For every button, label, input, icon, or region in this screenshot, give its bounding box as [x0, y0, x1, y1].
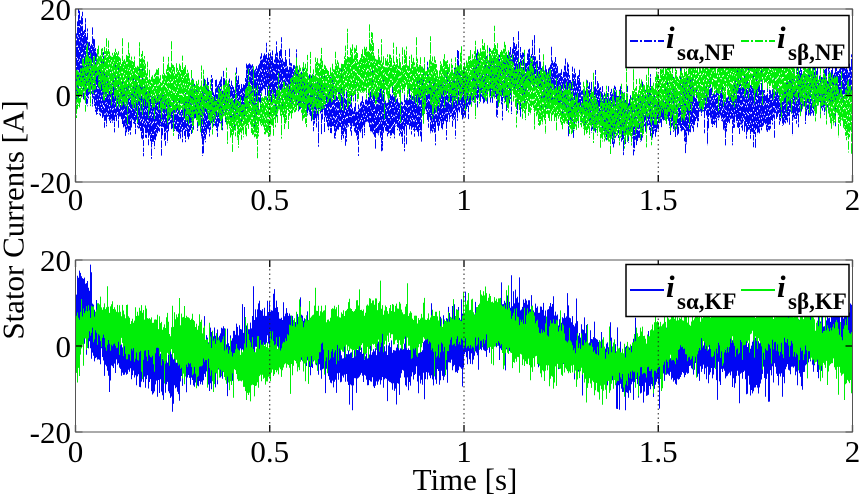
- svg-text:i: i: [777, 20, 786, 55]
- svg-text:-20: -20: [30, 415, 71, 450]
- svg-text:0.5: 0.5: [250, 434, 289, 469]
- svg-text:-20: -20: [30, 165, 71, 200]
- svg-text:2: 2: [845, 182, 859, 217]
- svg-text:0: 0: [56, 78, 72, 113]
- svg-text:1: 1: [456, 434, 472, 469]
- svg-text:0.5: 0.5: [250, 182, 289, 217]
- svg-text:i: i: [777, 269, 786, 304]
- svg-text:2: 2: [845, 434, 859, 469]
- svg-text:0: 0: [68, 182, 84, 217]
- svg-text:sβ,KF: sβ,KF: [788, 289, 847, 314]
- svg-text:20: 20: [40, 243, 71, 278]
- svg-text:i: i: [666, 269, 675, 304]
- svg-text:Time [s]: Time [s]: [413, 462, 518, 496]
- svg-text:1: 1: [456, 182, 472, 217]
- svg-text:sα,NF: sα,NF: [677, 40, 735, 65]
- svg-text:1.5: 1.5: [639, 182, 678, 217]
- svg-text:Stator Currents [A]: Stator Currents [A]: [0, 100, 31, 339]
- svg-text:20: 20: [40, 0, 71, 27]
- svg-text:0: 0: [68, 434, 84, 469]
- svg-text:sβ,NF: sβ,NF: [788, 40, 845, 65]
- svg-text:1.5: 1.5: [639, 434, 678, 469]
- svg-text:sα,KF: sα,KF: [677, 289, 736, 314]
- svg-text:0: 0: [56, 329, 72, 364]
- svg-text:i: i: [666, 20, 675, 55]
